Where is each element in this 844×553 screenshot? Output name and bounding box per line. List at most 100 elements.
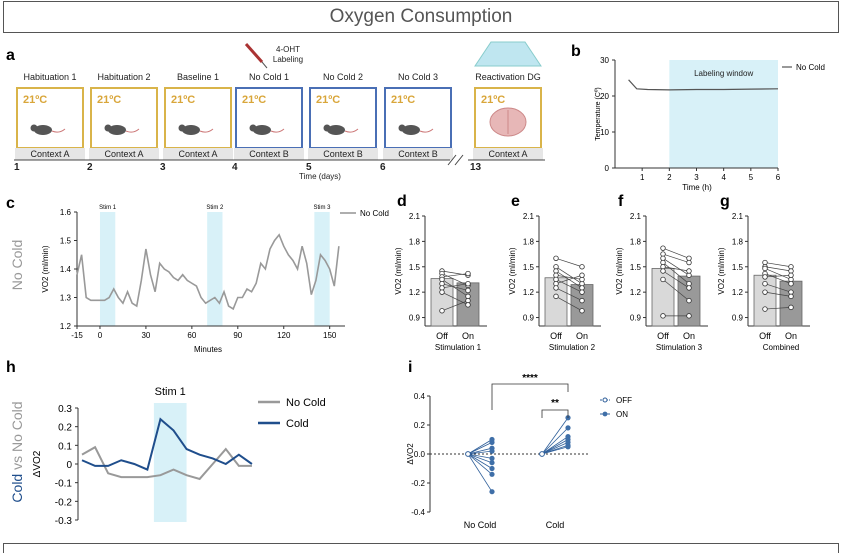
paired-line [662, 270, 690, 289]
point-on [489, 489, 495, 495]
paired-point-off [439, 289, 445, 295]
category-label: Cold [546, 520, 565, 530]
x-tick-label: 0 [98, 331, 103, 340]
panel-e-chart: 0.9 1.2 1.5 1.8 2.1 VO2 (ml/min) Off On Stimulat… [508, 212, 601, 352]
panel-f-chart: 0.9 1.2 1.5 1.8 2.1 VO2 (ml/min) Off On Stimulat… [615, 212, 708, 352]
x-axis-title: Time (h) [682, 183, 712, 192]
x-tick-label: 5 [749, 173, 754, 182]
paired-line [541, 417, 569, 455]
paired-point-off [762, 265, 768, 272]
point-on [565, 444, 571, 450]
y-axis-title: VO2 (ml/min) [615, 247, 624, 294]
axis-break-icon [447, 154, 457, 166]
y-tick-label: 0.0 [414, 450, 426, 459]
paired-point-on [579, 264, 585, 270]
paired-line [541, 446, 569, 455]
paired-line [764, 291, 792, 297]
panel-letter-d: d [397, 193, 407, 210]
mouse-head-icon [178, 124, 186, 132]
x-tick-label: 60 [187, 331, 196, 340]
paired-point-on [686, 297, 692, 304]
paired-line [662, 279, 690, 301]
paired-line [555, 274, 583, 285]
y-tick-label: 1.6 [60, 208, 72, 217]
paired-point-off [553, 293, 559, 300]
timeline-axis-title: Time (days) [299, 172, 341, 181]
panel-h-side-cold: Cold [9, 474, 25, 503]
paired-point-on [788, 293, 794, 300]
stage-temperature: 21ºC [481, 94, 505, 106]
paired-line [662, 253, 690, 263]
y-tick-label: 1.4 [60, 265, 72, 274]
mouse-tail-icon [419, 128, 434, 133]
paired-point-on [579, 297, 585, 304]
mouse-tail-icon [344, 128, 359, 133]
panel-h-side-label: Cold vs No Cold [9, 401, 25, 502]
y-axis-title: ΔVO2 [406, 443, 415, 465]
category-label: Off [759, 331, 771, 341]
y-tick-label: 30 [600, 56, 609, 65]
paired-point-on [788, 272, 794, 278]
mouse-icon [327, 125, 345, 135]
context-bar [308, 148, 378, 160]
panel-b-chart: Labeling window 0 10 20 30 1 2 3 4 5 6 Time (h) Temp… [595, 56, 825, 192]
panel-letter-g: g [720, 193, 730, 210]
timeline-stage-label: Baseline 1 [177, 72, 219, 82]
y-tick-label: 0.9 [523, 314, 535, 323]
point-off [465, 451, 471, 457]
paired-line [555, 274, 583, 280]
timeline-stage-label: Habituation 2 [97, 72, 150, 82]
day-tick-label: 4 [232, 162, 238, 173]
paired-line [541, 442, 569, 455]
significance-bracket [541, 409, 569, 418]
panel-letter-b: b [571, 43, 581, 60]
day-tick-label: 3 [160, 162, 166, 173]
paired-line [764, 268, 792, 280]
paired-point-on [465, 302, 471, 308]
paired-point-off [762, 280, 768, 287]
paired-line [662, 266, 690, 272]
timeline-stage-label: No Cold 1 [249, 72, 289, 82]
paired-point-off [762, 274, 768, 280]
y-tick-label: -0.4 [411, 508, 425, 517]
point-on [489, 448, 495, 454]
y-tick-label: -0.3 [55, 516, 73, 527]
point-on [565, 425, 571, 431]
point-off [539, 451, 545, 457]
x-tick-label: 4 [721, 173, 726, 182]
panel-letter-f: f [618, 193, 624, 210]
context-label: Context A [488, 149, 527, 159]
paired-point-on [686, 285, 692, 291]
y-tick-label: 1.2 [60, 322, 72, 331]
mouse-head-icon [30, 124, 38, 132]
paired-line [555, 279, 583, 293]
y-tick-label: 0.9 [630, 314, 642, 323]
y-axis-title: ΔVO2 [32, 450, 43, 477]
panel-letter-c: c [6, 195, 15, 212]
legend-label: Cold [286, 418, 309, 430]
mouse-icon [108, 125, 126, 135]
paired-line [441, 270, 469, 276]
light-cone-icon [474, 41, 542, 67]
paired-point-on [686, 268, 692, 274]
paired-line [541, 427, 569, 455]
context-bar [234, 148, 304, 160]
context-bar [473, 148, 543, 160]
y-tick-label: 1.2 [630, 288, 642, 297]
y-tick-label: 0.2 [414, 421, 426, 430]
point-on [489, 465, 495, 472]
point-on [489, 439, 495, 445]
y-tick-label: 0.9 [732, 314, 744, 323]
point-on [489, 455, 495, 461]
paired-point-on [465, 280, 471, 287]
paired-point-off [660, 245, 666, 251]
day-tick-label: 13 [470, 162, 482, 173]
paired-line [764, 262, 792, 268]
paired-line [467, 447, 493, 455]
context-bar [163, 148, 233, 160]
timeline-stage-label: No Cold 3 [398, 72, 438, 82]
x-tick-label: 90 [233, 331, 242, 340]
paired-line [555, 266, 583, 284]
stim-label: Stim 1 [155, 386, 186, 398]
